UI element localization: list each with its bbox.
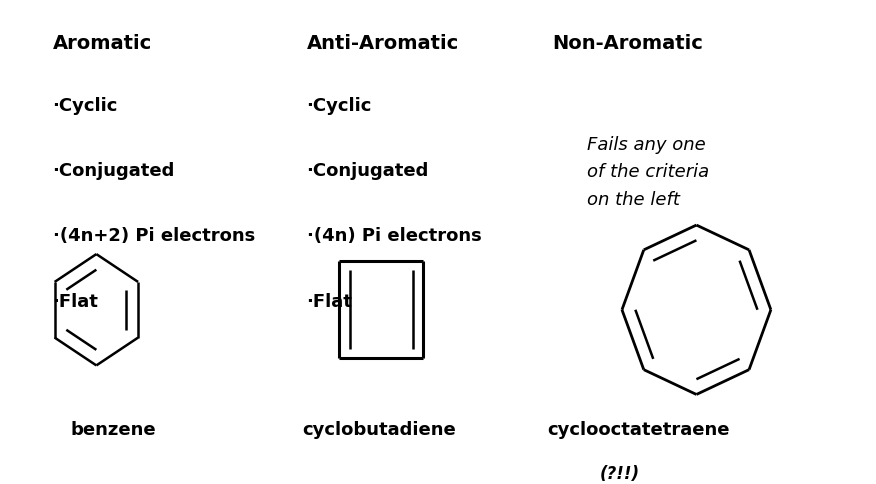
Text: ·Cyclic: ·Cyclic	[53, 97, 118, 115]
Text: Anti-Aromatic: Anti-Aromatic	[307, 34, 459, 53]
Text: ·Flat: ·Flat	[307, 293, 352, 311]
Text: ·Flat: ·Flat	[53, 293, 98, 311]
Text: Aromatic: Aromatic	[53, 34, 152, 53]
Text: cyclobutadiene: cyclobutadiene	[302, 421, 456, 439]
Text: Non-Aromatic: Non-Aromatic	[552, 34, 703, 53]
Text: Fails any one
of the criteria
on the left: Fails any one of the criteria on the lef…	[587, 136, 709, 209]
Text: (?!!): (?!!)	[600, 465, 640, 483]
Text: ·(4n) Pi electrons: ·(4n) Pi electrons	[307, 227, 481, 245]
Text: ·(4n+2) Pi electrons: ·(4n+2) Pi electrons	[53, 227, 255, 245]
Text: cyclooctatetraene: cyclooctatetraene	[548, 421, 730, 439]
Text: ·Cyclic: ·Cyclic	[307, 97, 372, 115]
Text: ·Conjugated: ·Conjugated	[307, 162, 429, 180]
Text: ·Conjugated: ·Conjugated	[53, 162, 175, 180]
Text: benzene: benzene	[70, 421, 156, 439]
